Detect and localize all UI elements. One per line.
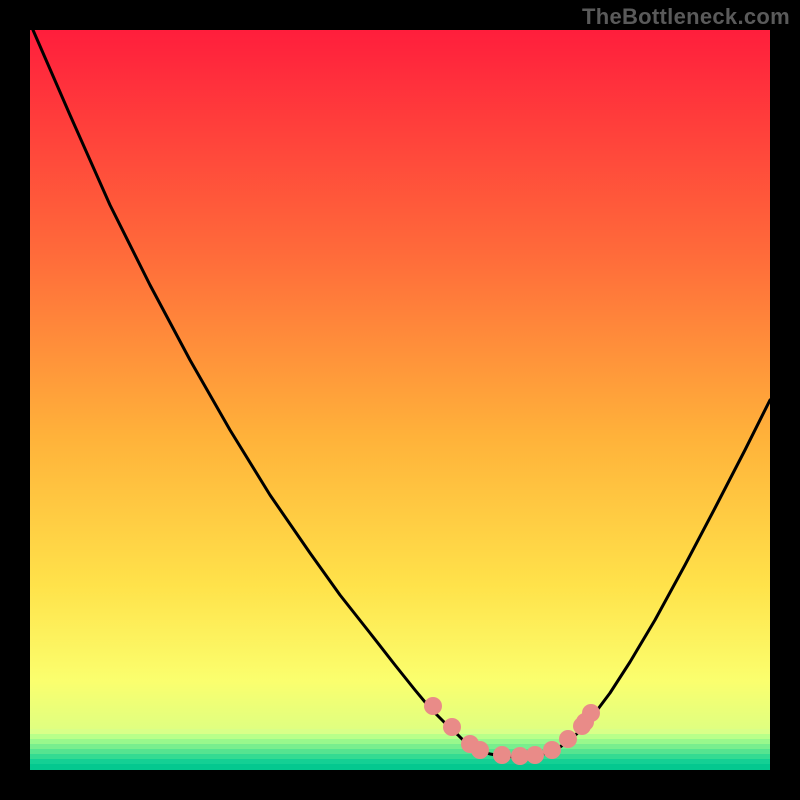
curve-marker bbox=[559, 730, 577, 748]
watermark-label: TheBottleneck.com bbox=[582, 4, 790, 30]
bottleneck-curve bbox=[30, 30, 770, 770]
curve-path bbox=[33, 30, 770, 757]
chart-frame: TheBottleneck.com bbox=[0, 0, 800, 800]
curve-marker bbox=[526, 746, 544, 764]
curve-marker bbox=[493, 746, 511, 764]
curve-marker bbox=[471, 741, 489, 759]
curve-marker bbox=[424, 697, 442, 715]
curve-marker bbox=[582, 704, 600, 722]
curve-marker bbox=[443, 718, 461, 736]
plot-area bbox=[30, 30, 770, 770]
curve-marker bbox=[543, 741, 561, 759]
